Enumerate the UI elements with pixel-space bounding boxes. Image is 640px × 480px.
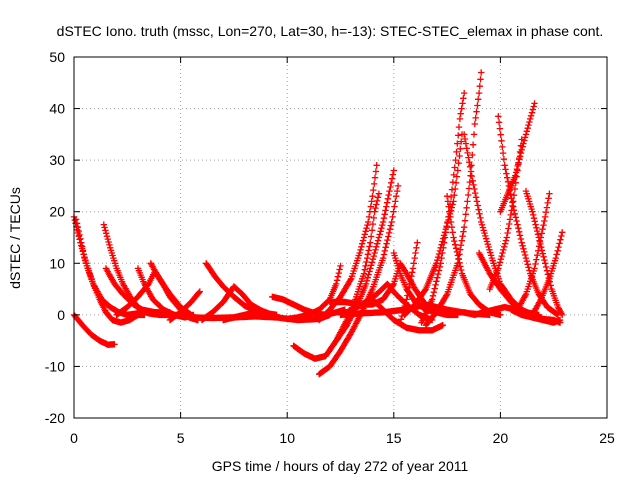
y-axis-ticks: -20 -10 0 10 20 30 40 50	[45, 49, 607, 426]
y-axis-label: dSTEC / TECUs	[7, 187, 23, 289]
series-arc-09	[166, 288, 203, 324]
series-arc-28	[422, 69, 485, 329]
data-point-markers	[507, 306, 564, 326]
series-arc-25	[397, 239, 421, 326]
series-arc-27	[418, 89, 468, 326]
series-arc-39	[507, 306, 564, 326]
x-tick-label: 10	[279, 430, 295, 446]
x-tick-label: 0	[70, 430, 78, 446]
series-arc-35	[522, 187, 566, 319]
series-arc-23	[369, 296, 446, 334]
data-point-markers	[397, 239, 421, 326]
x-tick-label: 15	[386, 430, 402, 446]
data-point-markers	[166, 288, 203, 324]
series-arc-13	[220, 309, 280, 324]
data-point-markers	[220, 309, 280, 324]
data-point-markers	[497, 100, 538, 215]
x-tick-label: 20	[493, 430, 509, 446]
y-tick-label: 40	[49, 101, 65, 117]
y-tick-label: 50	[49, 49, 65, 65]
x-tick-label: 5	[177, 430, 185, 446]
y-tick-label: 10	[49, 255, 65, 271]
data-point-markers	[369, 296, 446, 334]
y-tick-label: -20	[45, 410, 65, 426]
y-tick-label: 0	[57, 307, 65, 323]
y-tick-label: -10	[45, 358, 65, 374]
x-axis-label: GPS time / hours of day 272 of year 2011	[212, 458, 469, 474]
y-tick-label: 30	[49, 152, 65, 168]
data-point-markers	[522, 187, 566, 319]
data-marks	[70, 69, 566, 378]
data-point-markers	[418, 89, 468, 326]
x-tick-label: 25	[599, 430, 615, 446]
data-point-markers	[422, 69, 485, 329]
series-arc-15	[284, 262, 344, 323]
y-tick-label: 20	[49, 204, 65, 220]
x-axis-ticks: 0 5 10 15 20 25	[70, 57, 615, 446]
plot-frame	[73, 56, 608, 419]
chart-title: dSTEC Iono. truth (mssc, Lon=270, Lat=30…	[57, 23, 604, 39]
data-point-markers	[284, 262, 344, 323]
series-arc-34	[497, 100, 538, 215]
